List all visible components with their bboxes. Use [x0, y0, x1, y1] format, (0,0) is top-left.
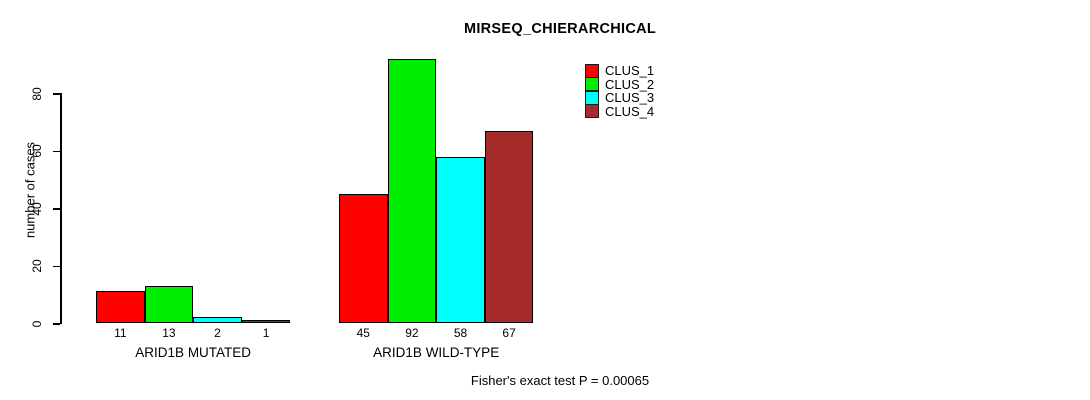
legend-item-clus-2: CLUS_2: [585, 76, 655, 92]
y-axis-tick: [53, 150, 60, 153]
legend-swatch-clus-2: [585, 77, 599, 92]
x-category-label: ARID1B WILD-TYPE: [373, 345, 500, 360]
y-axis-tick: [53, 265, 60, 268]
legend-label: CLUS_1: [605, 63, 655, 79]
pvalue-annotation: Fisher's exact test P = 0.00065: [470, 373, 650, 388]
y-axis-tick-label: 80: [30, 87, 44, 101]
bar-clus-3-arid1b-mutated: [193, 317, 242, 323]
bar-clus-1-arid1b-mutated: [96, 291, 145, 323]
bar-clus-3-arid1b-wild-type: [436, 156, 485, 323]
legend-label: CLUS_3: [605, 90, 655, 106]
bar-clus-1-arid1b-wild-type: [339, 193, 388, 323]
bar-value-label: 45: [356, 326, 370, 340]
bar-value-label: 13: [162, 326, 176, 340]
bar-clus-2-arid1b-mutated: [144, 285, 194, 323]
y-axis-tick-label: 40: [30, 202, 44, 216]
legend-item-clus-3: CLUS_3: [585, 90, 655, 106]
y-axis-line: [60, 93, 62, 325]
y-axis-tick: [53, 93, 60, 95]
y-axis-tick-label: 20: [30, 259, 44, 273]
legend: CLUS_1 CLUS_2 CLUS_3 CLUS_4: [585, 63, 655, 119]
bar-value-label: 58: [453, 326, 468, 340]
y-axis-tick: [53, 208, 60, 210]
legend-item-clus-4: CLUS_4: [585, 103, 655, 119]
bar-value-label: 67: [502, 326, 516, 340]
y-axis-tick: [53, 323, 60, 325]
bar-clus-2-arid1b-wild-type: [387, 58, 437, 323]
x-category-label: ARID1B MUTATED: [135, 345, 252, 360]
y-axis-tick-label: 0: [30, 320, 44, 327]
legend-label: CLUS_4: [605, 103, 655, 119]
bar-value-label: 11: [114, 326, 127, 340]
bar-value-label: 2: [214, 326, 221, 340]
legend-item-clus-1: CLUS_1: [585, 63, 655, 79]
legend-swatch-clus-1: [585, 63, 599, 78]
y-axis-tick-label: 60: [30, 144, 44, 158]
legend-swatch-clus-3: [585, 90, 599, 105]
legend-swatch-clus-4: [585, 104, 599, 119]
bar-clus-4-arid1b-mutated: [241, 320, 291, 323]
bar-value-label: 92: [405, 326, 419, 340]
bar-value-label: 1: [262, 326, 270, 340]
bar-clus-4-arid1b-wild-type: [484, 130, 534, 323]
legend-label: CLUS_2: [605, 76, 655, 92]
chart-title: MIRSEQ_CHIERARCHICAL: [463, 21, 657, 37]
